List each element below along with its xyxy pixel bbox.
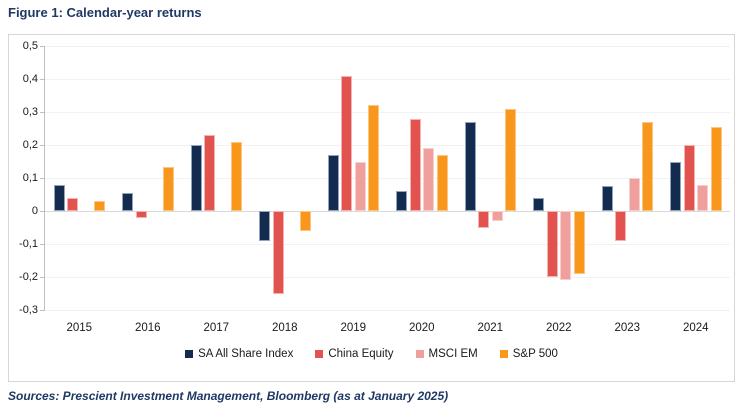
bar-msci-em-2021 — [491, 211, 503, 221]
bar-s-p-500-2018 — [299, 211, 311, 231]
x-axis-label-2015: 2015 — [66, 322, 93, 334]
x-axis-label-2023: 2023 — [614, 322, 641, 334]
bar-s-p-500-2020 — [436, 154, 448, 211]
bar-sa-all-share-index-2019 — [327, 154, 339, 211]
bar-s-p-500-2023 — [642, 121, 653, 211]
legend-swatch-icon — [315, 350, 324, 358]
y-axis-tick — [40, 145, 45, 146]
x-axis-label-2016: 2016 — [134, 322, 161, 334]
legend-item-msci-em: MSCI EM — [415, 348, 478, 360]
bar-sa-all-share-index-2020 — [396, 191, 407, 211]
gridline — [45, 112, 730, 113]
gridline — [45, 46, 730, 47]
y-axis-tick — [40, 244, 45, 245]
bar-sa-all-share-index-2024 — [670, 161, 681, 211]
x-axis-label-2019: 2019 — [340, 322, 367, 334]
bar-sa-all-share-index-2023 — [601, 186, 613, 211]
bar-msci-em-2020 — [423, 148, 434, 211]
y-axis-label: 0,4 — [22, 73, 38, 85]
bar-china-equity-2015 — [67, 197, 78, 211]
legend-swatch-icon — [185, 350, 194, 358]
bar-sa-all-share-index-2017 — [190, 145, 202, 211]
gridline — [45, 310, 730, 311]
sources-footer: Sources: Prescient Investment Management… — [8, 389, 449, 403]
bar-china-equity-2022 — [546, 211, 558, 277]
x-axis-label-2024: 2024 — [682, 322, 709, 334]
bar-s-p-500-2022 — [573, 211, 585, 274]
bar-china-equity-2016 — [135, 211, 147, 218]
bar-china-equity-2021 — [478, 211, 489, 228]
legend-item-sa-all-share-index: SA All Share Index — [185, 348, 293, 360]
bar-sa-all-share-index-2015 — [53, 184, 65, 211]
y-axis-tick — [40, 112, 45, 113]
x-axis-label-2022: 2022 — [545, 322, 572, 334]
y-axis-tick — [40, 46, 45, 47]
legend-label: MSCI EM — [428, 348, 478, 360]
legend-label: S&P 500 — [512, 348, 558, 360]
bar-s-p-500-2021 — [505, 108, 516, 211]
y-axis-label: 0,5 — [22, 40, 38, 52]
gridline — [45, 244, 730, 245]
y-axis-label: -0,2 — [19, 271, 38, 283]
legend-label: China Equity — [328, 348, 394, 360]
bar-sa-all-share-index-2016 — [122, 192, 133, 211]
y-axis-tick — [40, 178, 45, 179]
y-axis-label: -0,3 — [19, 304, 38, 316]
y-axis-label: 0,3 — [22, 106, 38, 118]
bar-china-equity-2020 — [409, 118, 421, 211]
x-axis-label-2020: 2020 — [408, 322, 435, 334]
bar-msci-em-2024 — [697, 184, 708, 211]
figure-title: Figure 1: Calendar-year returns — [8, 5, 202, 20]
bar-msci-em-2022 — [560, 211, 571, 281]
chart-legend: SA All Share Index China Equity MSCI EM S&P… — [9, 348, 734, 360]
y-axis-label: -0,1 — [19, 238, 38, 250]
y-axis-tick — [40, 310, 45, 311]
legend-swatch-icon — [415, 350, 424, 358]
gridline — [45, 277, 730, 278]
chart-box: 0,5 0,4 0,3 0,2 0,1 0 -0,1 -0,2 -0,3 2015 2016 2017… — [8, 34, 735, 382]
y-axis-tick — [40, 79, 45, 80]
bar-sa-all-share-index-2018 — [259, 211, 270, 241]
bar-china-equity-2018 — [272, 211, 284, 294]
bar-s-p-500-2024 — [710, 126, 722, 211]
legend-item-s-p-500: S&P 500 — [499, 348, 558, 360]
x-axis-label-2018: 2018 — [271, 322, 298, 334]
bar-s-p-500-2016 — [162, 166, 174, 212]
plot-area: 0,5 0,4 0,3 0,2 0,1 0 -0,1 -0,2 -0,3 2015 2016 2017… — [19, 40, 730, 334]
y-axis-label: 0,1 — [22, 172, 38, 184]
y-axis-label: 0 — [31, 205, 38, 217]
bar-china-equity-2019 — [341, 75, 352, 211]
bar-china-equity-2017 — [204, 135, 215, 211]
x-axis-label-2017: 2017 — [203, 322, 230, 334]
gridline — [45, 178, 730, 179]
legend-swatch-icon — [499, 350, 508, 358]
y-axis-tick — [40, 277, 45, 278]
bar-s-p-500-2017 — [231, 141, 242, 211]
bar-s-p-500-2015 — [94, 201, 105, 211]
y-axis-tick — [40, 211, 45, 212]
zero-gridline — [45, 211, 730, 212]
x-axis-label-2021: 2021 — [477, 322, 504, 334]
gridline — [45, 145, 730, 146]
bar-sa-all-share-index-2021 — [464, 121, 476, 211]
legend-label: SA All Share Index — [198, 348, 294, 360]
legend-item-china-equity: China Equity — [315, 348, 394, 360]
bar-china-equity-2024 — [683, 145, 695, 211]
bar-s-p-500-2019 — [368, 105, 379, 211]
y-axis-label: 0,2 — [22, 139, 38, 151]
gridline — [45, 79, 730, 80]
bar-china-equity-2023 — [615, 211, 626, 241]
bar-sa-all-share-index-2022 — [533, 197, 544, 211]
bar-msci-em-2019 — [354, 161, 366, 211]
bar-msci-em-2023 — [628, 178, 640, 211]
